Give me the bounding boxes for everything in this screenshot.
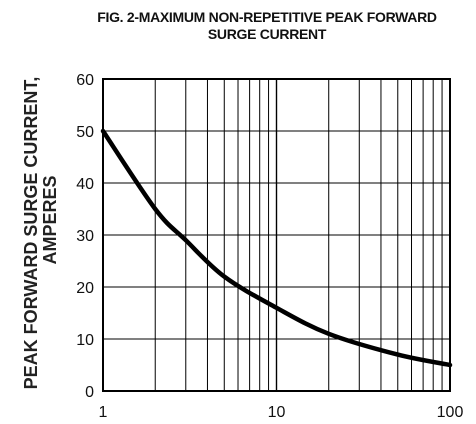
grid (103, 79, 450, 391)
y-axis-label-line2: AMPERES (40, 175, 60, 264)
y-tick-label: 60 (76, 72, 94, 89)
plot-frame (102, 78, 451, 392)
y-tick-label: 0 (85, 384, 94, 401)
x-tick-label: 1 (99, 404, 108, 421)
y-tick-label: 10 (76, 332, 94, 349)
surge-current-curve (100, 128, 453, 368)
y-tick-label: 50 (76, 124, 94, 141)
y-tick-label: 30 (76, 228, 94, 245)
x-tick-label: 10 (268, 404, 286, 421)
series-layer (100, 128, 453, 368)
chart-title: FIG. 2-MAXIMUM NON-REPETITIVE PEAK FORWA… (97, 9, 437, 25)
y-tick-label: 20 (76, 280, 94, 297)
y-axis-label: PEAK FORWARD SURGE CURRENT, (21, 77, 41, 390)
chart-subtitle: SURGE CURRENT (208, 26, 327, 42)
x-tick-label: 100 (437, 404, 464, 421)
tick-labels: 0 10 20 30 40 50 60 1 10 100 (76, 72, 463, 421)
y-tick-label: 40 (76, 176, 94, 193)
